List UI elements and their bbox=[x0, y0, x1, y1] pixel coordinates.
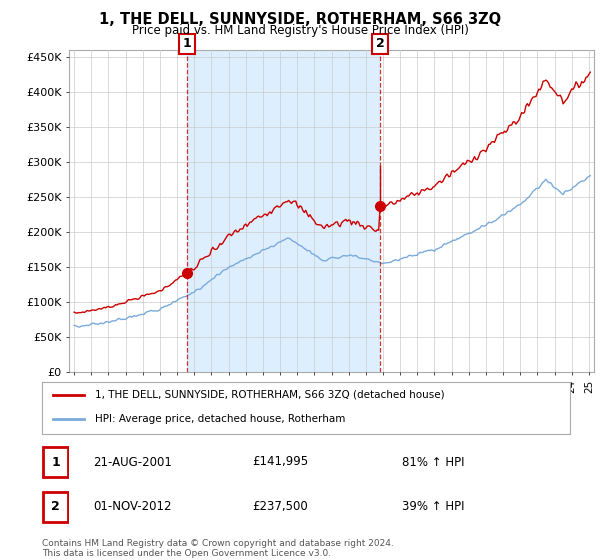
Text: 39% ↑ HPI: 39% ↑ HPI bbox=[402, 500, 464, 514]
Bar bbox=[187, 50, 380, 372]
Text: 1: 1 bbox=[183, 38, 191, 50]
Text: £237,500: £237,500 bbox=[252, 500, 308, 514]
Text: Contains HM Land Registry data © Crown copyright and database right 2024.: Contains HM Land Registry data © Crown c… bbox=[42, 539, 394, 548]
Text: 81% ↑ HPI: 81% ↑ HPI bbox=[402, 455, 464, 469]
Text: 2: 2 bbox=[51, 500, 60, 514]
Text: 01-NOV-2012: 01-NOV-2012 bbox=[93, 500, 172, 514]
Text: 1, THE DELL, SUNNYSIDE, ROTHERHAM, S66 3ZQ: 1, THE DELL, SUNNYSIDE, ROTHERHAM, S66 3… bbox=[99, 12, 501, 27]
Text: 1, THE DELL, SUNNYSIDE, ROTHERHAM, S66 3ZQ (detached house): 1, THE DELL, SUNNYSIDE, ROTHERHAM, S66 3… bbox=[95, 390, 445, 400]
FancyBboxPatch shape bbox=[43, 492, 68, 522]
Text: 21-AUG-2001: 21-AUG-2001 bbox=[93, 455, 172, 469]
FancyBboxPatch shape bbox=[43, 447, 68, 477]
Text: HPI: Average price, detached house, Rotherham: HPI: Average price, detached house, Roth… bbox=[95, 414, 345, 424]
Text: This data is licensed under the Open Government Licence v3.0.: This data is licensed under the Open Gov… bbox=[42, 549, 331, 558]
Text: 2: 2 bbox=[376, 38, 385, 50]
Text: Price paid vs. HM Land Registry's House Price Index (HPI): Price paid vs. HM Land Registry's House … bbox=[131, 24, 469, 37]
Text: 1: 1 bbox=[51, 455, 60, 469]
Text: £141,995: £141,995 bbox=[252, 455, 308, 469]
